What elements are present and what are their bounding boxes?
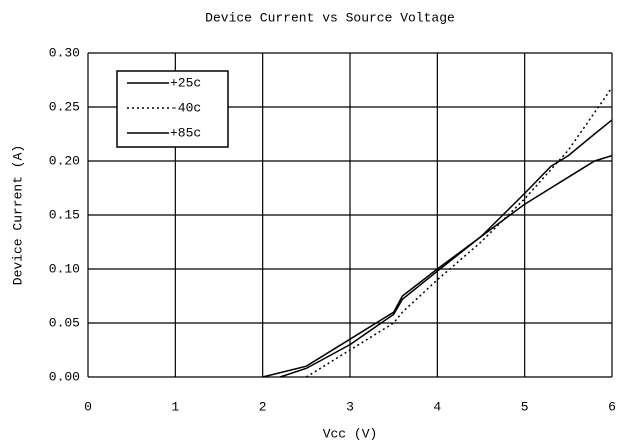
legend-label: -40c [170,100,201,115]
legend-label: +25c [170,75,201,90]
series-line [262,154,613,378]
legend-label: +85c [170,125,201,140]
y-tick-label: 0.05 [49,315,80,330]
y-tick-label: 0.10 [49,261,80,276]
y-tick-label: 0.20 [49,153,80,168]
y-tick-label: 0.30 [49,45,80,60]
series-line [305,87,613,378]
x-tick-label: 6 [608,399,616,414]
series-line [279,119,613,378]
x-tick-label: 1 [171,399,179,414]
x-tick-label: 4 [433,399,441,414]
y-tick-label: 0.25 [49,99,80,114]
y-tick-label: 0.15 [49,207,80,222]
x-tick-label: 2 [259,399,267,414]
y-tick-label: 0.00 [49,369,80,384]
x-tick-label: 5 [521,399,529,414]
chart-title: Device Current vs Source Voltage [205,10,455,25]
x-tick-label: 0 [84,399,92,414]
x-tick-label: 3 [346,399,354,414]
x-axis-label: Vcc (V) [323,426,378,441]
y-axis-label: Device Current (A) [10,145,25,285]
